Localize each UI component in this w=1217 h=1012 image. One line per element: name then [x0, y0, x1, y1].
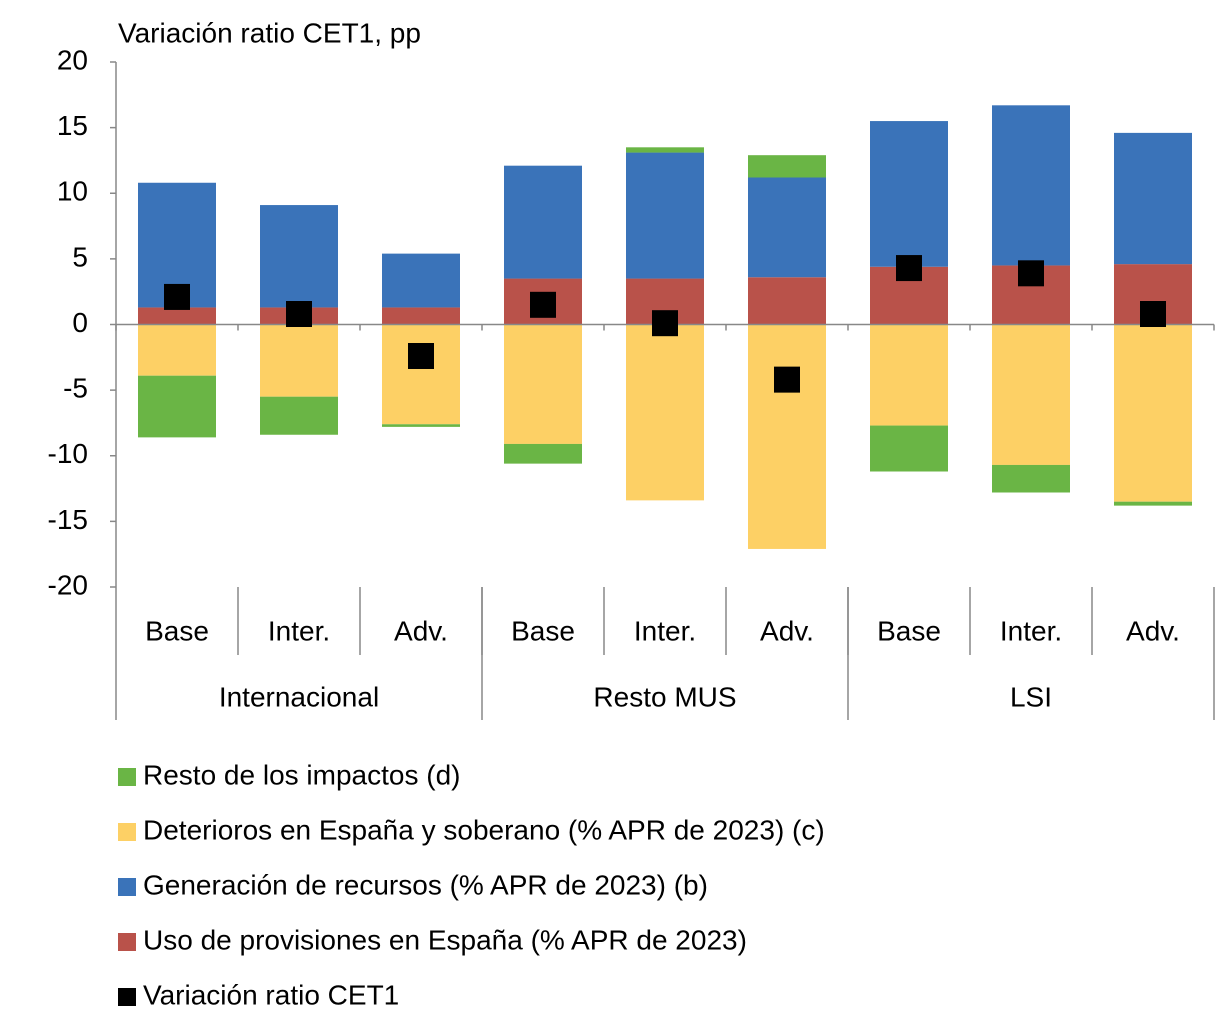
- x-tick-label: Inter.: [268, 615, 330, 646]
- marker: [530, 291, 556, 318]
- bar-segment: [992, 105, 1070, 266]
- bar-segment: [382, 253, 460, 308]
- marker: [774, 366, 800, 393]
- bar-segment: [504, 324, 582, 444]
- marker: [1018, 260, 1044, 287]
- marker: [1140, 301, 1166, 327]
- bar-segment: [870, 324, 948, 426]
- bar-segment: [260, 324, 338, 397]
- bar-segment: [504, 443, 582, 464]
- bar-segment: [1114, 501, 1192, 506]
- y-tick-label: -15: [48, 504, 88, 535]
- marker: [286, 301, 312, 327]
- bar-segment: [138, 375, 216, 438]
- bar-segment: [748, 177, 826, 278]
- y-tick-label: 5: [72, 241, 88, 272]
- y-tick-label: -5: [63, 373, 88, 404]
- group-label: Internacional: [219, 681, 379, 712]
- x-tick-label: Inter.: [1000, 615, 1062, 646]
- y-tick-label: -10: [48, 438, 88, 469]
- bar-segment: [748, 155, 826, 178]
- legend-swatch: [118, 823, 136, 841]
- group-label: LSI: [1010, 681, 1052, 712]
- bar-segment: [1114, 132, 1192, 265]
- bar-segment: [992, 464, 1070, 493]
- legend-swatch: [118, 933, 136, 951]
- bar-segment: [138, 307, 216, 325]
- legend-swatch: [118, 878, 136, 896]
- marker: [408, 343, 434, 369]
- x-tick-label: Base: [877, 615, 941, 646]
- legend-label: Generación de recursos (% APR de 2023) (…: [143, 869, 708, 900]
- legend-label: Variación ratio CET1: [143, 979, 399, 1010]
- bar-segment: [626, 152, 704, 279]
- legend-swatch: [118, 988, 136, 1006]
- group-label: Resto MUS: [593, 681, 736, 712]
- marker: [652, 310, 678, 337]
- x-tick-label: Base: [511, 615, 575, 646]
- bar-segment: [626, 324, 704, 501]
- x-tick-label: Adv.: [394, 615, 448, 646]
- bar-segment: [626, 147, 704, 153]
- bar-segment: [748, 277, 826, 325]
- y-tick-label: 10: [57, 176, 88, 207]
- x-tick-label: Adv.: [1126, 615, 1180, 646]
- y-tick-label: -20: [48, 569, 88, 600]
- y-tick-label: 15: [57, 110, 88, 141]
- y-tick-label: 20: [57, 44, 88, 75]
- legend-label: Uso de provisiones en España (% APR de 2…: [143, 924, 747, 955]
- bar-segment: [1114, 324, 1192, 502]
- bar-segment: [504, 165, 582, 279]
- bar-segment: [382, 424, 460, 427]
- bar-segment: [748, 324, 826, 549]
- marker: [896, 255, 922, 282]
- bar-segment: [138, 324, 216, 376]
- x-tick-label: Base: [145, 615, 209, 646]
- legend: Resto de los impactos (d) Deterioros en E…: [118, 759, 825, 1010]
- bar-segment: [870, 425, 948, 472]
- bar-segment: [382, 324, 460, 425]
- x-tick-label: Inter.: [634, 615, 696, 646]
- bar-segment: [382, 307, 460, 325]
- legend-label: Deterioros en España y soberano (% APR d…: [143, 814, 825, 845]
- bar-segment: [992, 324, 1070, 465]
- bar-segment: [260, 396, 338, 435]
- legend-label: Resto de los impactos (d): [143, 759, 460, 790]
- y-tick-label: 0: [72, 307, 88, 338]
- x-tick-label: Adv.: [760, 615, 814, 646]
- bar-segment: [870, 121, 948, 267]
- marker: [164, 283, 190, 310]
- y-axis-title: Variación ratio CET1, pp: [118, 17, 421, 48]
- bar-segment: [260, 205, 338, 308]
- legend-swatch: [118, 768, 136, 786]
